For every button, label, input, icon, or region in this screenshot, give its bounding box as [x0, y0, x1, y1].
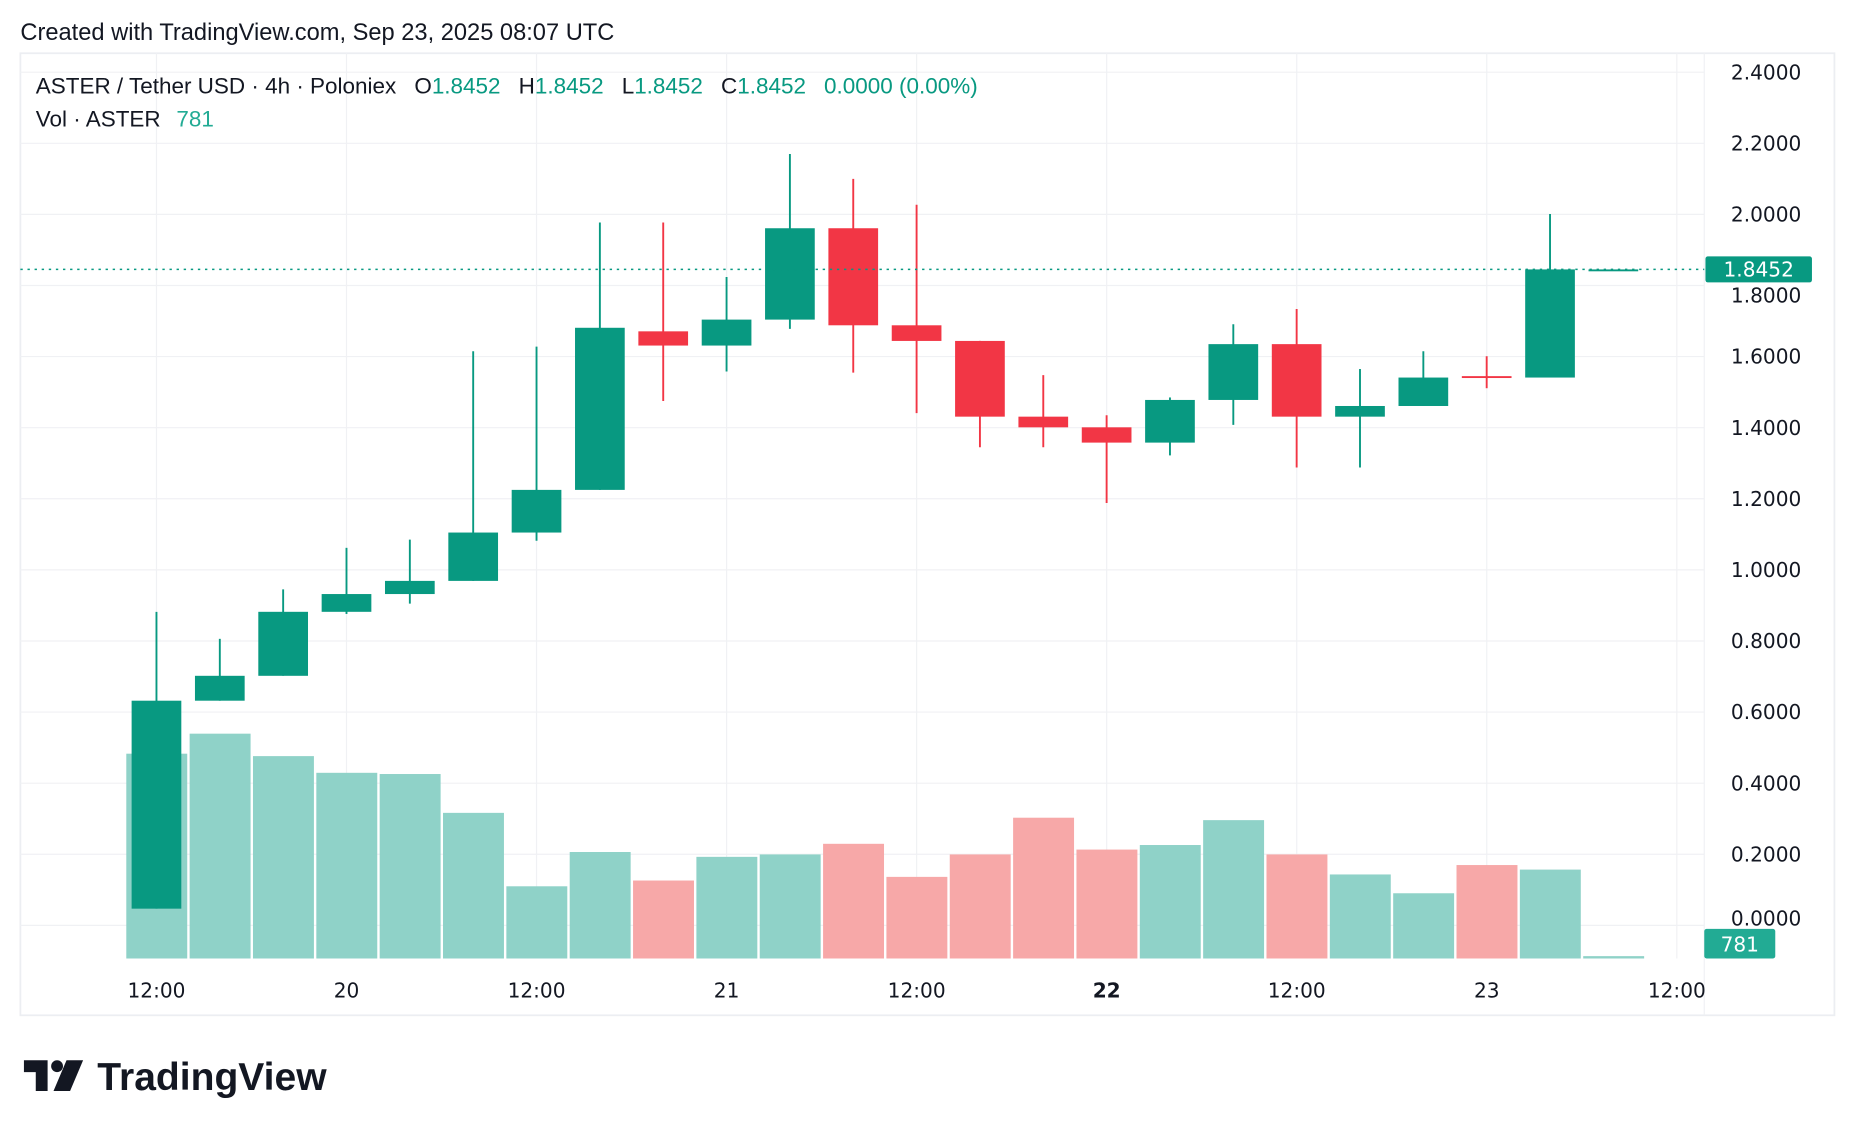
volume-bar — [886, 876, 948, 959]
candle-body[interactable] — [1018, 416, 1069, 428]
volume-bar — [1076, 849, 1138, 959]
y-tick-label: 2.0000 — [1731, 202, 1801, 226]
last-volume-label: 781 — [1721, 932, 1759, 956]
volume-bar — [189, 733, 251, 959]
x-tick-label: 12:00 — [1268, 979, 1326, 1003]
candle-body[interactable] — [511, 489, 562, 533]
candle-body[interactable] — [194, 675, 245, 701]
price-badge: 1.8452 — [1705, 256, 1812, 283]
legend-low: 1.8452 — [634, 73, 703, 98]
y-tick-label: 0.8000 — [1731, 629, 1801, 653]
legend-high: 1.8452 — [535, 73, 604, 98]
candle-body[interactable] — [1525, 269, 1575, 378]
volume-bar — [1329, 874, 1391, 959]
legend-change: 0.0000 (0.00%) — [824, 73, 978, 98]
candle-body[interactable] — [1208, 344, 1259, 400]
candle-body[interactable] — [1081, 427, 1132, 443]
candle-body[interactable] — [891, 325, 942, 341]
volume-bar — [316, 772, 378, 959]
y-tick-label: 0.4000 — [1731, 771, 1801, 795]
candle-body[interactable] — [1335, 405, 1385, 417]
y-tick-label: 2.2000 — [1731, 131, 1801, 155]
svg-text:ASTER / Tether USD · 4h · Polo: ASTER / Tether USD · 4h · Poloniex O1.84… — [36, 73, 978, 98]
candle-body[interactable] — [1398, 377, 1449, 406]
candle-body[interactable] — [575, 327, 625, 490]
legend-c-label: C — [721, 73, 737, 98]
volume-bar — [1203, 820, 1265, 959]
legend-h-label: H — [519, 73, 535, 98]
candle-body[interactable] — [1588, 269, 1639, 272]
volume-bar — [633, 880, 694, 959]
legend-symbol[interactable]: ASTER / Tether USD · 4h · Poloniex — [36, 73, 396, 98]
y-tick-label: 1.6000 — [1731, 345, 1801, 369]
x-tick-label: 12:00 — [888, 979, 946, 1003]
legend-volume-label[interactable]: Vol · ASTER — [36, 107, 161, 132]
candle-body[interactable] — [955, 340, 1005, 417]
legend-o-label: O — [414, 73, 431, 98]
volume-bar — [949, 854, 1011, 959]
y-tick-label: 0.0000 — [1731, 906, 1801, 930]
y-tick-label: 1.4000 — [1731, 416, 1801, 440]
volume-bar — [823, 843, 885, 959]
volume-bar — [1456, 865, 1518, 959]
x-tick-label: 20 — [334, 979, 360, 1003]
created-caption: Created with TradingView.com, Sep 23, 20… — [20, 20, 614, 46]
volume-bar — [569, 852, 631, 959]
x-tick-label: 12:00 — [1648, 979, 1706, 1003]
time-axis[interactable]: 12:00 20 12:00 21 12:00 22 12:00 23 12:00 — [127, 979, 1705, 1003]
volume-bar — [443, 812, 504, 959]
candle-body[interactable] — [321, 594, 372, 612]
candle-body[interactable] — [131, 700, 182, 909]
candle-body[interactable] — [448, 532, 499, 581]
volume-bar — [1583, 956, 1645, 959]
last-price-label: 1.8452 — [1724, 258, 1794, 282]
volume-bar — [1139, 845, 1201, 959]
legend: ASTER / Tether USD · 4h · Poloniex O1.84… — [36, 73, 978, 131]
candle-body[interactable] — [765, 228, 815, 320]
x-tick-label: 22 — [1093, 979, 1121, 1003]
x-tick-label: 23 — [1474, 979, 1500, 1003]
x-tick-label: 12:00 — [508, 979, 566, 1003]
volume-badge: 781 — [1704, 928, 1776, 959]
volume-bar — [696, 856, 758, 959]
y-tick-label: 2.4000 — [1731, 60, 1801, 84]
candle-body[interactable] — [258, 611, 309, 676]
candle-body[interactable] — [1271, 344, 1322, 417]
volume-bar — [1013, 817, 1075, 959]
volume-bar — [759, 854, 821, 959]
y-tick-label: 0.2000 — [1731, 842, 1801, 866]
tradingview-logo[interactable]: TradingView — [23, 1056, 327, 1099]
y-tick-label: 1.0000 — [1731, 558, 1801, 582]
price-axis[interactable]: 2.4000 2.2000 2.0000 1.8000 1.6000 1.4000 1.20… — [1731, 60, 1801, 930]
y-tick-label: 1.2000 — [1731, 487, 1801, 511]
y-tick-label: 0.6000 — [1731, 700, 1801, 724]
candle-series — [131, 153, 1639, 909]
svg-text:Vol · ASTER 781: Vol · ASTER 781 — [36, 107, 214, 132]
volume-bar — [506, 886, 568, 959]
candle-body[interactable] — [384, 580, 435, 595]
legend-volume: 781 — [176, 107, 214, 132]
legend-close: 1.8452 — [737, 73, 806, 98]
volume-bar — [1519, 869, 1581, 959]
candle-body[interactable] — [638, 331, 689, 346]
y-tick-label: 1.8000 — [1731, 284, 1801, 308]
legend-l-label: L — [622, 73, 635, 98]
tradingview-logo-icon — [23, 1060, 84, 1092]
candle-body[interactable] — [701, 319, 752, 346]
candle-body[interactable] — [828, 228, 879, 326]
tradingview-wordmark: TradingView — [97, 1056, 327, 1099]
volume-bar — [1266, 854, 1328, 959]
x-tick-label: 21 — [714, 979, 740, 1003]
x-tick-label: 12:00 — [127, 979, 185, 1003]
candle-body[interactable] — [1461, 376, 1512, 379]
chart-frame — [19, 52, 1836, 1017]
volume-bar — [252, 756, 314, 959]
volume-bar — [1393, 893, 1455, 959]
legend-open: 1.8452 — [432, 73, 501, 98]
candle-body[interactable] — [1145, 399, 1195, 443]
volume-bar — [379, 774, 441, 959]
